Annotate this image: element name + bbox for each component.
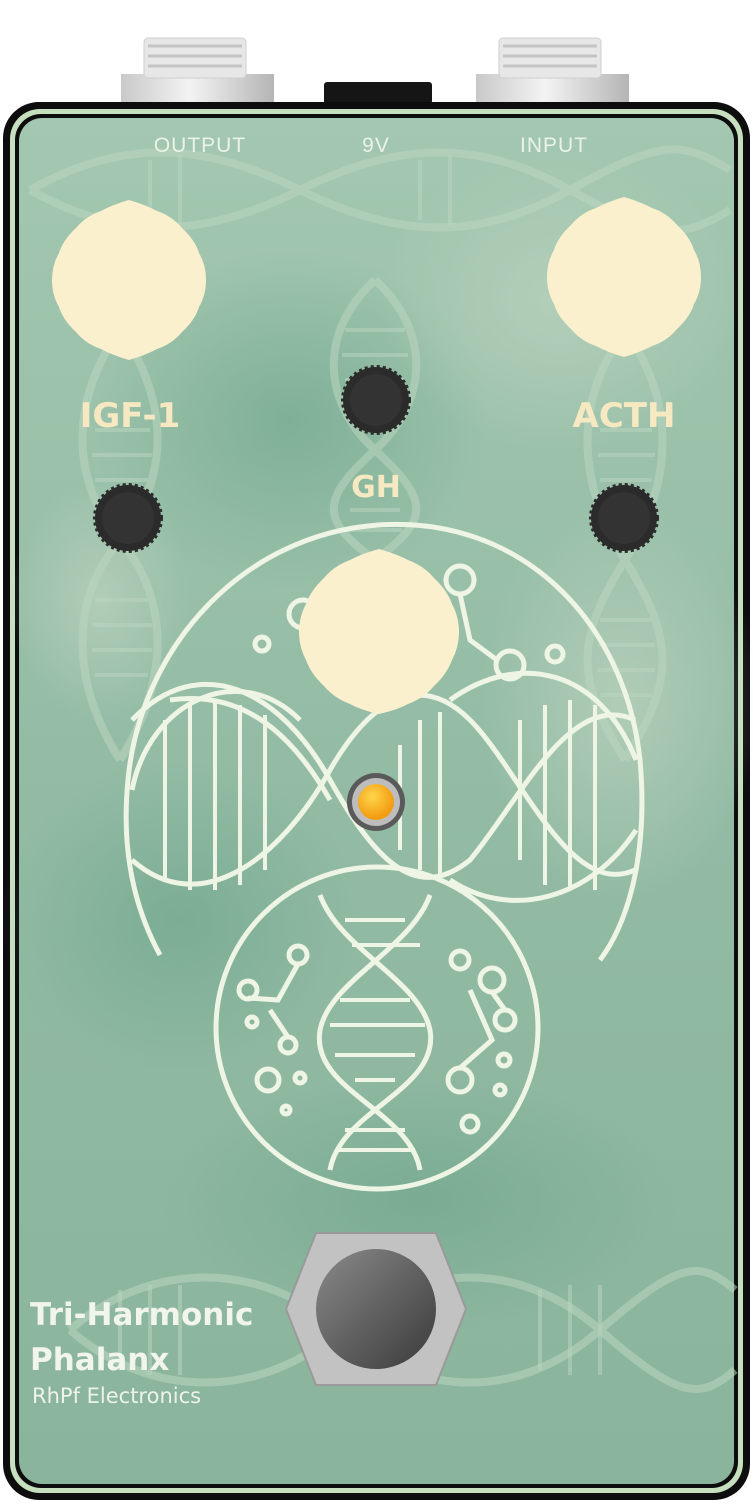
dna-emblem-rungs <box>163 700 597 1152</box>
power-jack-icon[interactable] <box>324 82 432 104</box>
manufacturer-name: RhPf Electronics <box>32 1384 202 1408</box>
input-jack-icon[interactable] <box>476 37 629 104</box>
product-name-line2: Phalanx <box>30 1342 170 1378</box>
knob-label-igf-1: IGF-1 <box>79 396 181 436</box>
knob-label-acth: ACTH <box>572 396 676 436</box>
power-jack-label: 9V <box>362 134 390 157</box>
knob-acth[interactable] <box>547 197 701 357</box>
output-jack-icon[interactable] <box>121 37 274 104</box>
input-jack-label: INPUT <box>520 134 588 157</box>
footswitch-icon[interactable] <box>284 1232 468 1386</box>
trim-pot-right[interactable] <box>589 483 659 553</box>
status-led-icon <box>347 773 405 831</box>
trim-pot-center[interactable] <box>341 365 411 435</box>
knob-igf-1[interactable] <box>52 200 206 360</box>
knob-gh[interactable] <box>299 549 459 714</box>
trim-pot-left[interactable] <box>93 483 163 553</box>
output-jack-label: OUTPUT <box>153 134 247 157</box>
product-name-line1: Tri-Harmonic <box>30 1297 254 1333</box>
knob-label-gh: GH <box>351 470 401 505</box>
dna-rungs-background <box>92 155 655 1375</box>
